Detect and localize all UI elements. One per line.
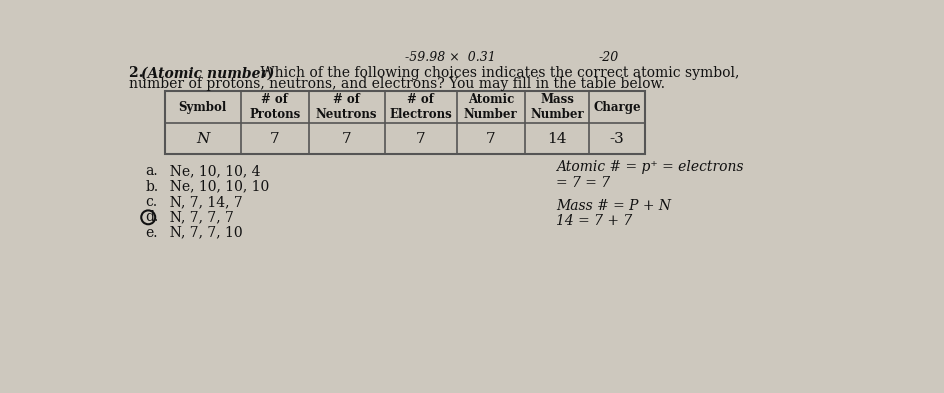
Text: c.: c. — [145, 195, 158, 209]
Text: Charge: Charge — [593, 101, 641, 114]
Text: 2.: 2. — [128, 66, 148, 81]
Text: a.: a. — [145, 164, 158, 178]
Text: -3: -3 — [610, 132, 624, 146]
Text: 7: 7 — [486, 132, 496, 146]
Text: N, 7, 7, 7: N, 7, 7, 7 — [160, 210, 233, 224]
Text: e.: e. — [145, 226, 158, 240]
Text: b.: b. — [145, 180, 159, 193]
Text: Atomic # = p⁺ = electrons: Atomic # = p⁺ = electrons — [556, 160, 743, 174]
Text: # of
Protons: # of Protons — [249, 93, 300, 121]
Bar — [164, 91, 645, 154]
Text: 7: 7 — [342, 132, 351, 146]
Text: Which of the following choices indicates the correct atomic symbol,: Which of the following choices indicates… — [256, 66, 739, 81]
Text: -59.98 ×  0.31: -59.98 × 0.31 — [405, 51, 496, 64]
Text: -20: -20 — [598, 51, 618, 64]
Text: 14: 14 — [548, 132, 566, 146]
Text: Atomic
Number: Atomic Number — [464, 93, 517, 121]
Text: # of
Electrons: # of Electrons — [389, 93, 452, 121]
Text: Mass
Number: Mass Number — [530, 93, 583, 121]
Text: N: N — [195, 132, 210, 146]
Text: Symbol: Symbol — [178, 101, 227, 114]
Text: Mass # = P + N: Mass # = P + N — [556, 199, 671, 213]
Text: (Atomic number): (Atomic number) — [142, 66, 275, 81]
Text: N, 7, 14, 7: N, 7, 14, 7 — [160, 195, 243, 209]
Text: d.: d. — [145, 210, 159, 224]
Text: Ne, 10, 10, 10: Ne, 10, 10, 10 — [160, 180, 269, 193]
Text: Ne, 10, 10, 4: Ne, 10, 10, 4 — [160, 164, 261, 178]
Text: 14 = 7 + 7: 14 = 7 + 7 — [556, 214, 632, 228]
Text: number of protons, neutrons, and electrons? You may fill in the table below.: number of protons, neutrons, and electro… — [128, 77, 665, 91]
Text: 7: 7 — [416, 132, 426, 146]
Text: = 7 = 7: = 7 = 7 — [556, 176, 610, 190]
Text: 7: 7 — [270, 132, 279, 146]
Text: # of
Neutrons: # of Neutrons — [316, 93, 378, 121]
Text: N, 7, 7, 10: N, 7, 7, 10 — [160, 226, 243, 240]
